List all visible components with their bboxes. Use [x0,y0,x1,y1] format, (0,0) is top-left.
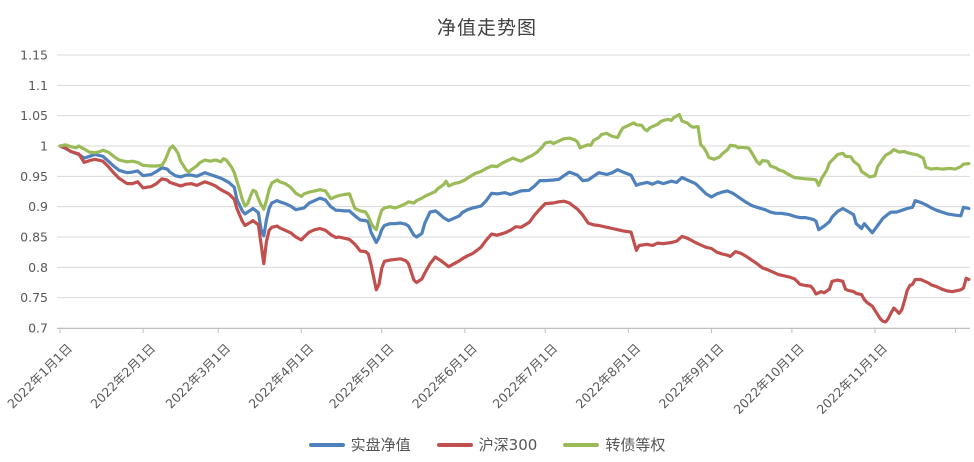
legend-item-hs300[interactable]: 沪深300 [436,434,538,455]
y-axis-tick-label: 0.9 [28,199,48,214]
legend-label: 实盘净值 [350,436,411,454]
chart-legend: 实盘净值 沪深300 转债等权 [0,434,974,455]
legend-label: 转债等权 [605,436,666,454]
x-axis-tick-label: 2022年1月1日 [4,341,75,412]
y-axis-tick-label: 0.95 [20,169,48,184]
y-axis-tick-label: 1.1 [28,78,48,93]
x-axis-tick-label: 2022年7月1日 [490,341,561,412]
x-axis-tick-label: 2022年9月1日 [656,341,727,412]
y-axis-tick-label: 0.8 [28,260,48,275]
x-axis-tick-label: 2022年10月1日 [731,341,807,417]
y-axis-tick-label: 1.05 [20,108,48,123]
legend-item-shipan[interactable]: 实盘净值 [308,434,411,455]
legend-label: 沪深300 [478,436,538,454]
series-line-shipan [58,144,971,245]
x-axis-tick-label: 2022年11月1日 [814,341,890,417]
y-axis-tick-label: 0.7 [28,321,48,336]
legend-item-zhuanzhai[interactable]: 转债等权 [563,434,665,455]
y-axis-tick-label: 1.15 [20,48,48,63]
y-axis-tick-label: 0.85 [20,230,48,245]
legend-swatch-icon [436,442,473,447]
y-axis-tick-label: 1 [40,139,48,154]
legend-swatch-icon [308,442,345,447]
x-axis-tick-label: 2022年5月1日 [326,341,397,412]
x-axis-tick-label: 2022年6月1日 [409,341,480,412]
x-axis-tick-label: 2022年4月1日 [246,341,317,412]
series-line-hs300 [58,144,971,324]
legend-swatch-icon [563,442,600,447]
x-axis-tick-label: 2022年8月1日 [573,341,644,412]
x-axis-tick-label: 2022年3月1日 [162,341,233,412]
x-axis-tick-label: 2022年2月1日 [87,341,158,412]
series-line-zhuanzhai [58,112,971,232]
chart-title: 净值走势图 [436,17,537,39]
y-axis-tick-label: 0.75 [20,290,48,305]
